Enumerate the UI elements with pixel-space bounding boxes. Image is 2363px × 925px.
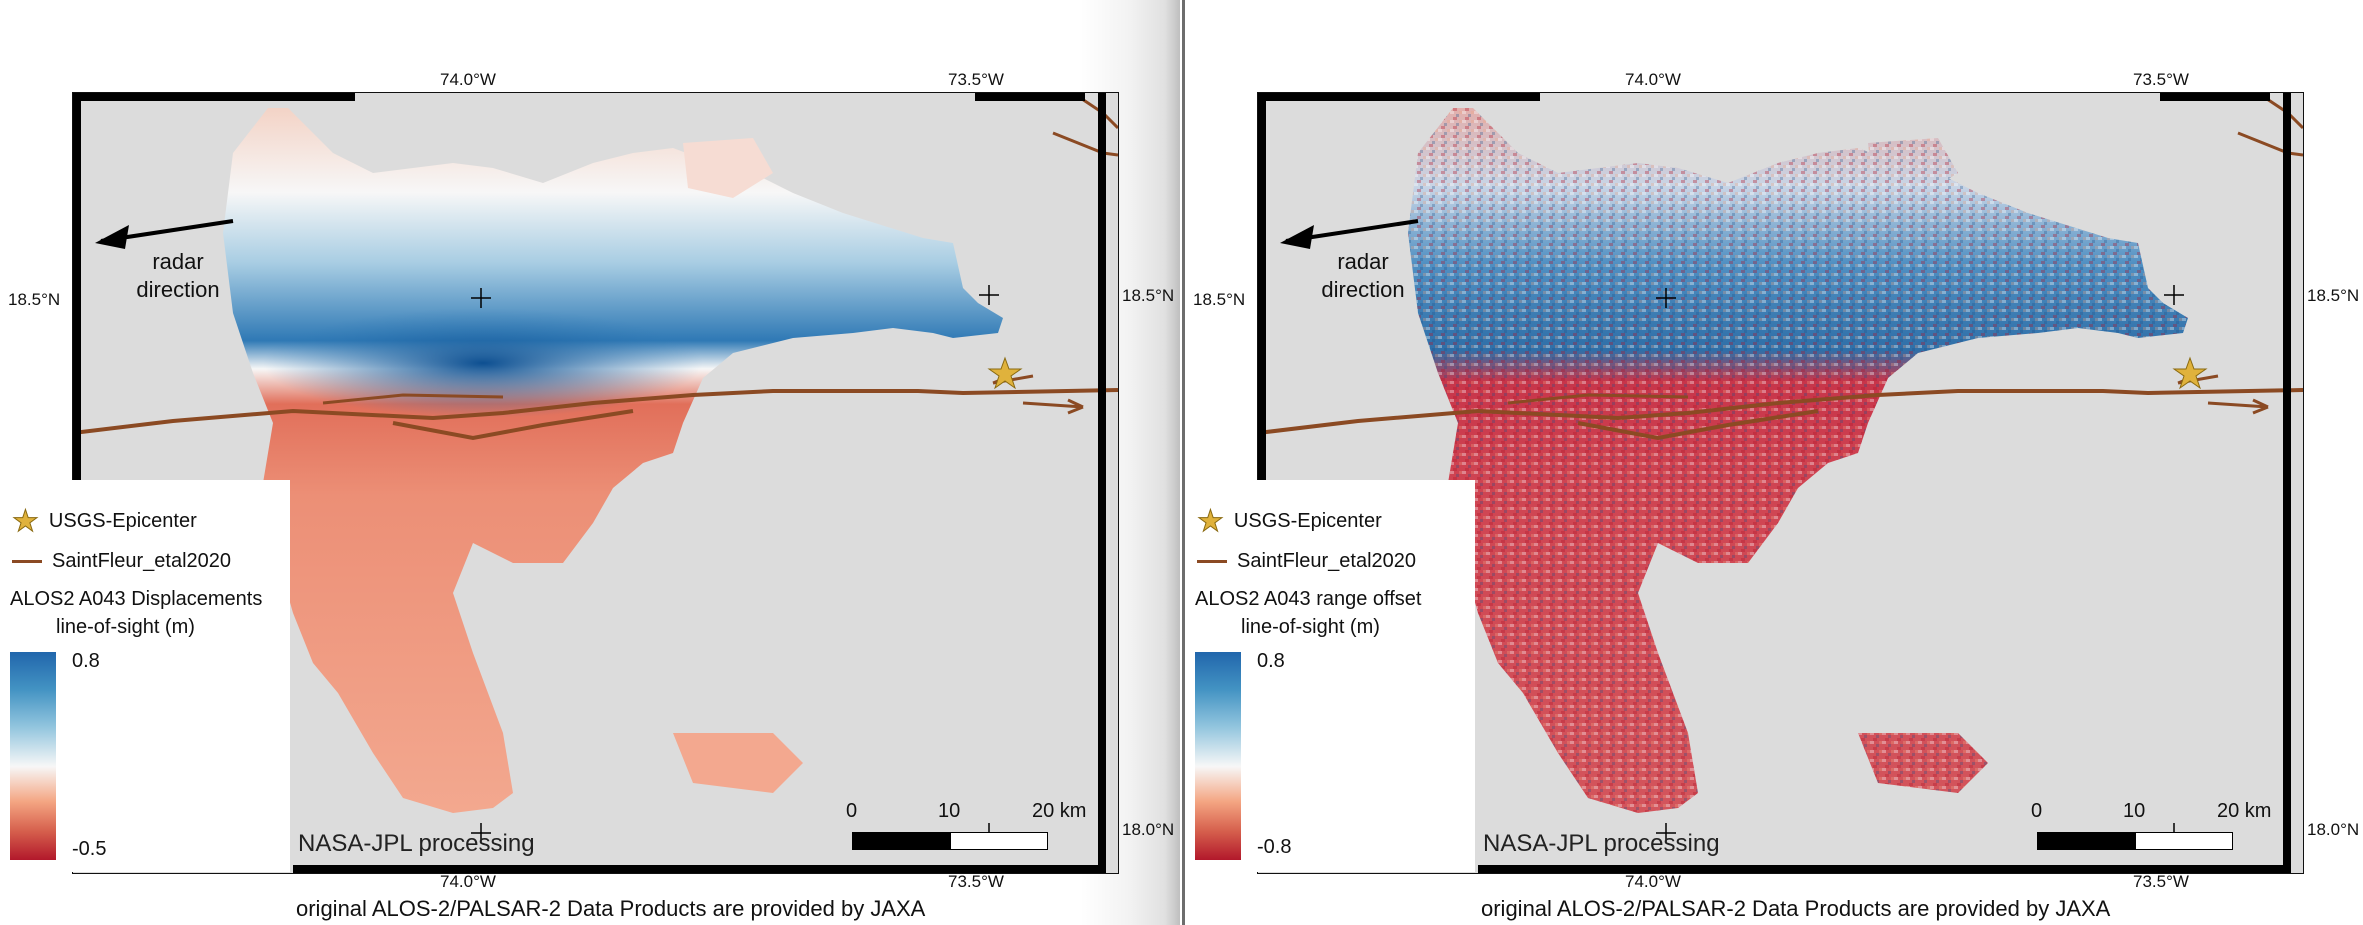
colorbar-title: ALOS2 A043 Displacements bbox=[10, 588, 263, 610]
colorbar bbox=[10, 652, 56, 860]
lat-label-left: 18.5°N bbox=[8, 290, 61, 309]
lon-label-bottom-left: 74.0°W bbox=[440, 872, 496, 891]
neatline-left bbox=[1258, 93, 1266, 493]
scalebar-segment-black bbox=[2037, 832, 2137, 850]
scalebar-segment-black bbox=[852, 832, 952, 850]
neatline-top-seg-2 bbox=[2160, 93, 2270, 101]
radar-label-line1: radar bbox=[1337, 249, 1389, 274]
uplift-maximum bbox=[263, 308, 703, 418]
island-patch bbox=[683, 138, 773, 198]
neatline-right bbox=[1098, 93, 1106, 873]
neatline-left bbox=[73, 93, 81, 493]
legend-epicenter-row: ★ USGS-Epicenter bbox=[12, 504, 197, 538]
processing-label: NASA-JPL processing bbox=[1483, 830, 1720, 857]
fault-trace-splay bbox=[1507, 393, 1689, 405]
lat-label-left: 18.5°N bbox=[1193, 290, 1246, 309]
fault-trace-secondary bbox=[392, 409, 634, 441]
fault-trace bbox=[1258, 388, 2303, 435]
graticule-cross-2 bbox=[2164, 285, 2184, 305]
scalebar-tick-10: 10 bbox=[938, 800, 961, 822]
scalebar-tick-10: 10 bbox=[2123, 800, 2146, 822]
graticule-cross-2 bbox=[979, 285, 999, 305]
data-credit: original ALOS-2/PALSAR-2 Data Products a… bbox=[1481, 896, 2111, 921]
star-icon: ★ bbox=[1197, 504, 1225, 538]
legend-fault-label: SaintFleur_etal2020 bbox=[52, 550, 232, 572]
lat-label-right-lower: 18.0°N bbox=[2307, 820, 2360, 839]
scalebar-tick-20: 20 km bbox=[1032, 800, 1087, 822]
scalebar-tick-0: 0 bbox=[2031, 800, 2043, 822]
lat-label-right-lower: 18.0°N bbox=[1122, 820, 1175, 839]
displacement-map-panel: 74.0°W 73.5°W 18.5°N 18.5°N 18.0°N 74.0°… bbox=[0, 0, 1180, 925]
colorbar-max-label: 0.8 bbox=[72, 650, 100, 672]
fault-line-icon bbox=[12, 560, 42, 563]
fault-trace-splay bbox=[322, 393, 504, 405]
displacement-data-footprint bbox=[223, 108, 1003, 813]
lon-label-bottom-right: 73.5°W bbox=[2133, 872, 2189, 891]
lon-label-bottom-left: 74.0°W bbox=[1625, 872, 1681, 891]
slip-arrow-lower bbox=[1022, 398, 1084, 415]
offshore-patch bbox=[673, 733, 803, 793]
displacement-map-canvas bbox=[73, 93, 1118, 843]
lon-label-top-right: 73.5°W bbox=[2133, 70, 2189, 89]
radar-arrowhead bbox=[95, 225, 129, 249]
lon-label-top-left: 74.0°W bbox=[1625, 70, 1681, 89]
graticule-cross-3 bbox=[471, 823, 491, 843]
range-offset-map-canvas bbox=[1258, 93, 2303, 843]
legend-fault-row: SaintFleur_etal2020 bbox=[12, 550, 231, 573]
scalebar-segment-white bbox=[2135, 832, 2233, 850]
colorbar-min-label: -0.5 bbox=[72, 838, 107, 860]
range-offset-map-panel: 74.0°W 73.5°W 18.5°N 18.5°N 18.0°N 74.0°… bbox=[1185, 0, 2363, 925]
lat-label-right: 18.5°N bbox=[1122, 286, 1175, 305]
star-icon: ★ bbox=[12, 504, 40, 538]
radar-label-line1: radar bbox=[152, 249, 204, 274]
colorbar-units: line-of-sight (m) bbox=[56, 616, 195, 638]
scalebar-tick-0: 0 bbox=[846, 800, 858, 822]
fault-trace bbox=[73, 388, 1118, 435]
legend-epicenter-row: ★ USGS-Epicenter bbox=[1197, 504, 1382, 538]
neatline-bottom bbox=[293, 865, 1103, 873]
neatline-top-seg-1 bbox=[73, 93, 355, 101]
legend-fault-label: SaintFleur_etal2020 bbox=[1237, 550, 1417, 572]
radar-label-line2: direction bbox=[1321, 277, 1405, 302]
neatline-bottom bbox=[1478, 865, 2288, 873]
fault-line-icon bbox=[1197, 560, 1227, 563]
scalebar-segment-white bbox=[950, 832, 1048, 850]
radar-direction-label: radar direction bbox=[1283, 248, 1443, 304]
graticule-cross-3 bbox=[1656, 823, 1676, 843]
processing-label: NASA-JPL processing bbox=[298, 830, 535, 857]
fault-trace-secondary bbox=[1577, 409, 1819, 441]
lon-label-top-right: 73.5°W bbox=[948, 70, 1004, 89]
neatline-top-seg-2 bbox=[975, 93, 1085, 101]
colorbar-min-label: -0.8 bbox=[1257, 836, 1292, 858]
radar-label-line2: direction bbox=[136, 277, 220, 302]
neatline-top-seg-1 bbox=[1258, 93, 1540, 101]
fault-trace-north bbox=[1052, 93, 1118, 157]
lat-label-right: 18.5°N bbox=[2307, 286, 2360, 305]
neatline-right bbox=[2283, 93, 2291, 873]
graticule-cross-1 bbox=[1656, 288, 1676, 308]
legend-fault-row: SaintFleur_etal2020 bbox=[1197, 550, 1416, 573]
epicenter-star-icon bbox=[987, 356, 1023, 390]
graticule-cross-1 bbox=[471, 288, 491, 308]
radar-direction-label: radar direction bbox=[98, 248, 258, 304]
scalebar-tick-20: 20 km bbox=[2217, 800, 2272, 822]
legend-epicenter-label: USGS-Epicenter bbox=[1233, 510, 1382, 532]
epicenter-star-icon bbox=[2172, 356, 2208, 390]
legend-epicenter-label: USGS-Epicenter bbox=[48, 510, 197, 532]
data-credit: original ALOS-2/PALSAR-2 Data Products a… bbox=[296, 896, 926, 921]
slip-arrow-lower bbox=[2207, 398, 2269, 415]
radar-arrowhead bbox=[1280, 225, 1314, 249]
lon-label-bottom-right: 73.5°W bbox=[948, 872, 1004, 891]
page-divider bbox=[1182, 0, 1185, 925]
lon-label-top-left: 74.0°W bbox=[440, 70, 496, 89]
colorbar-units: line-of-sight (m) bbox=[1241, 616, 1380, 638]
colorbar-max-label: 0.8 bbox=[1257, 650, 1285, 672]
colorbar-title: ALOS2 A043 range offset bbox=[1195, 588, 1422, 610]
colorbar bbox=[1195, 652, 1241, 860]
fault-trace-north bbox=[2237, 93, 2303, 157]
